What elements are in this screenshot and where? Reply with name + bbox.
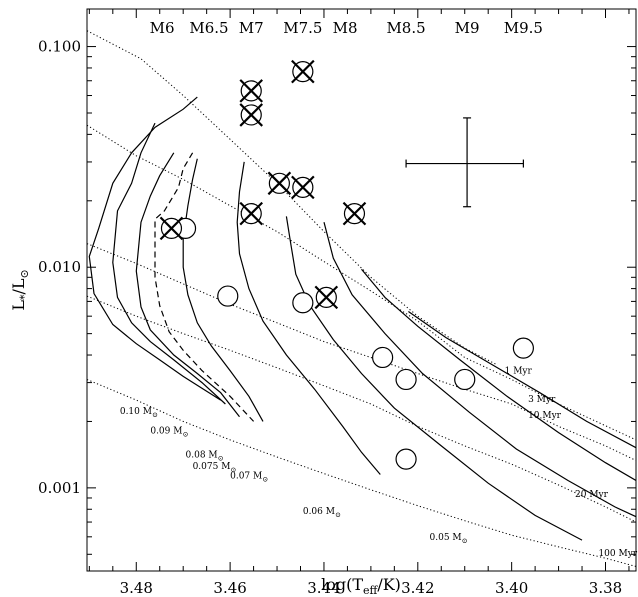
isochrone-age-label: 1 Myr: [505, 366, 533, 376]
open-circle-point: [454, 368, 476, 391]
isochrone-age-label: 3 Myr: [528, 395, 556, 405]
open-circle-point: [372, 346, 394, 369]
x-tick-label: 3.44: [307, 579, 340, 597]
mass-tracks: [88, 96, 637, 541]
open-circle-point: [217, 285, 239, 307]
track-mass-label: 0.10 M⊙: [120, 407, 158, 419]
point-cross-mark: [291, 175, 315, 200]
isochrone-age-label: 20 Myr: [575, 490, 609, 500]
point-cross-mark: [291, 59, 315, 84]
mass-track-line: [88, 96, 222, 401]
track-mass-label: 0.075 M⊙: [193, 462, 237, 474]
open-circle-point: [512, 337, 534, 359]
plot-frame: [86, 8, 637, 572]
isochrone-age-label: 10 Myr: [528, 411, 562, 421]
spectral-type-label: M6: [150, 19, 175, 37]
y-tick-label: 0.001: [38, 479, 81, 497]
spectral-type-label: M9: [455, 19, 480, 37]
open-circle-point: [395, 368, 417, 391]
spectral-type-label: M7: [239, 19, 264, 37]
point-cross-mark: [267, 171, 292, 196]
mass-track-line: [112, 122, 226, 405]
x-tick-label: 3.40: [495, 579, 528, 597]
spectral-type-label: M8: [333, 19, 358, 37]
point-cross-mark: [314, 285, 339, 310]
open-circle-point: [292, 292, 314, 314]
y-axis-label: L*/L⊙: [9, 269, 31, 310]
spectral-type-label: M6.5: [189, 19, 228, 37]
x-axis-label: log(Teff/K): [321, 575, 401, 597]
mass-track-line: [182, 158, 264, 422]
mass-track-line: [408, 311, 637, 449]
isochrones: [86, 30, 637, 567]
mass-track-line: [154, 152, 255, 422]
track-mass-label: 0.09 M⊙: [150, 427, 188, 439]
mass-track-line: [135, 152, 240, 418]
isochrone-line: [86, 295, 637, 523]
isochrone-line: [86, 379, 637, 567]
track-mass-label: 0.06 M⊙: [303, 507, 341, 519]
x-tick-label: 3.48: [120, 579, 153, 597]
point-cross-mark: [342, 201, 367, 226]
y-tick-label: 0.010: [38, 258, 81, 276]
point-cross-mark: [239, 103, 264, 127]
spectral-type-label: M9.5: [504, 19, 543, 37]
point-cross-mark: [239, 79, 264, 103]
x-tick-label: 3.42: [401, 579, 434, 597]
data-points: [159, 59, 534, 470]
isochrone-line: [86, 243, 637, 461]
mass-track-line: [361, 268, 637, 482]
track-mass-label: 0.08 M⊙: [186, 451, 224, 463]
mass-track-line: [323, 222, 637, 518]
y-tick-label: 0.100: [38, 38, 81, 56]
point-cross-mark: [239, 201, 264, 226]
mass-track-line: [285, 216, 583, 541]
isochrone-age-label: 100 Myr: [598, 549, 637, 559]
isochrone-line: [86, 124, 637, 441]
point-cross-mark: [159, 216, 184, 241]
open-circle-point: [395, 448, 417, 470]
error-bar: [405, 117, 524, 208]
axis-ticks: 3.48 3.46 3.44 3.42 3.40 3.38 0.100 0.010 0.001 M…: [38, 9, 636, 597]
track-mass-label: 0.05 M⊙: [430, 533, 468, 545]
x-tick-label: 3.38: [589, 579, 622, 597]
spectral-type-label: M8.5: [386, 19, 425, 37]
curve-labels: 1 Myr 3 Myr 10 Myr 20 Myr 100 Myr 0.10 M⊙ 0.09…: [120, 366, 638, 559]
mass-track-line: [236, 161, 381, 475]
x-tick-label: 3.46: [213, 579, 246, 597]
track-mass-label: 0.07 M⊙: [230, 472, 268, 484]
spectral-type-label: M7.5: [283, 19, 322, 37]
